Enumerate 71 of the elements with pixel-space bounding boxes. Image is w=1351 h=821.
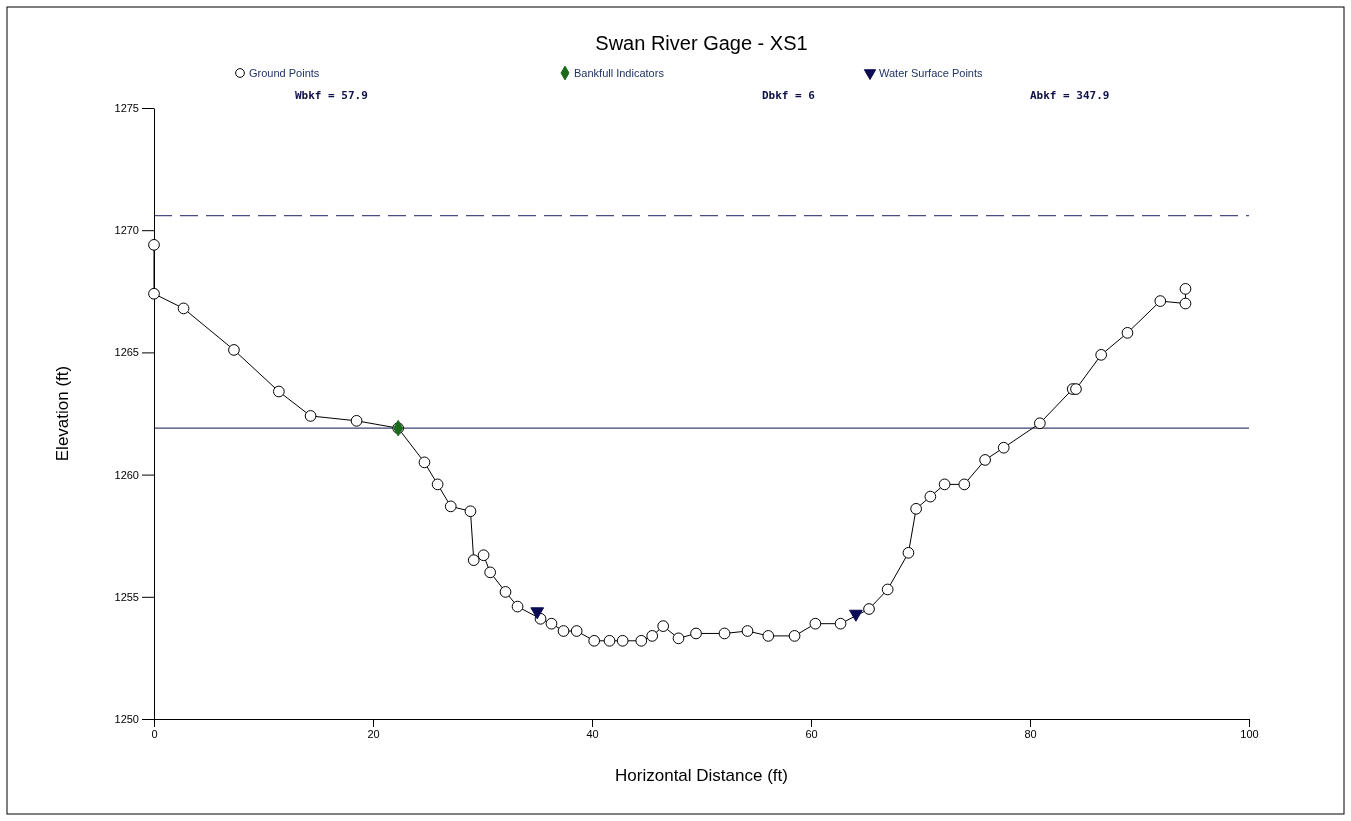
legend-label: Bankfull Indicators	[574, 67, 665, 79]
point	[1070, 383, 1082, 395]
point	[924, 490, 937, 503]
point	[902, 546, 915, 559]
point	[1034, 417, 1046, 430]
legend-label: Water Surface Points	[879, 67, 984, 79]
point	[635, 634, 648, 647]
y-axis-title: Elevation (ft)	[53, 365, 72, 462]
point	[910, 502, 922, 515]
x-axis-title: Horizontal Distance (ft)	[615, 766, 788, 785]
point	[484, 566, 497, 579]
point	[672, 632, 685, 645]
point	[603, 634, 616, 647]
point	[834, 617, 847, 630]
point	[1095, 349, 1108, 361]
x-tick-label: 100	[1240, 727, 1259, 740]
point	[881, 583, 894, 596]
point	[499, 586, 512, 598]
point	[304, 410, 317, 422]
point	[350, 414, 363, 427]
point	[1179, 283, 1192, 295]
point	[958, 478, 971, 491]
point	[979, 454, 991, 466]
point	[1121, 327, 1134, 339]
point	[511, 600, 524, 613]
y-tick-label: 1260	[114, 468, 139, 481]
point	[418, 456, 431, 469]
text: Dbkf = 6	[762, 89, 816, 102]
x-tick-label: 80	[1024, 727, 1037, 740]
legend-label: Ground Points	[249, 67, 320, 79]
point	[467, 554, 480, 566]
point	[148, 239, 160, 251]
x-tick-label: 0	[151, 727, 158, 740]
point	[863, 603, 875, 615]
y-tick-label: 1250	[114, 713, 139, 726]
point	[762, 630, 775, 642]
y-tick-label: 1270	[114, 224, 139, 237]
point	[1154, 295, 1167, 307]
point	[788, 630, 801, 642]
point	[477, 549, 490, 562]
text: Abkf = 347.9	[1030, 89, 1110, 102]
x-tick-label: 60	[805, 727, 818, 740]
point	[1179, 297, 1192, 310]
point	[545, 617, 558, 630]
y-tick-label: 1255	[114, 590, 139, 603]
point	[741, 625, 754, 637]
point	[616, 634, 629, 647]
point	[690, 627, 702, 640]
x-tick-label: 40	[586, 727, 599, 740]
point	[849, 609, 863, 622]
point	[997, 441, 1010, 454]
point	[809, 617, 822, 630]
point	[431, 478, 444, 491]
text: Wbkf = 57.9	[295, 89, 368, 102]
chart-title: Swan River Gage - XS1	[595, 32, 808, 54]
point	[464, 505, 477, 518]
point	[657, 620, 670, 632]
point	[444, 500, 457, 513]
point	[938, 478, 951, 491]
point	[148, 287, 160, 300]
point	[646, 630, 659, 642]
point	[272, 385, 285, 398]
x-tick-label: 20	[367, 727, 380, 740]
point	[718, 627, 731, 640]
point	[557, 625, 570, 637]
point	[228, 344, 240, 356]
point	[588, 634, 601, 647]
y-tick-label: 1265	[114, 346, 139, 359]
y-tick-label: 1275	[114, 102, 139, 115]
point	[570, 625, 583, 637]
point	[177, 302, 190, 315]
